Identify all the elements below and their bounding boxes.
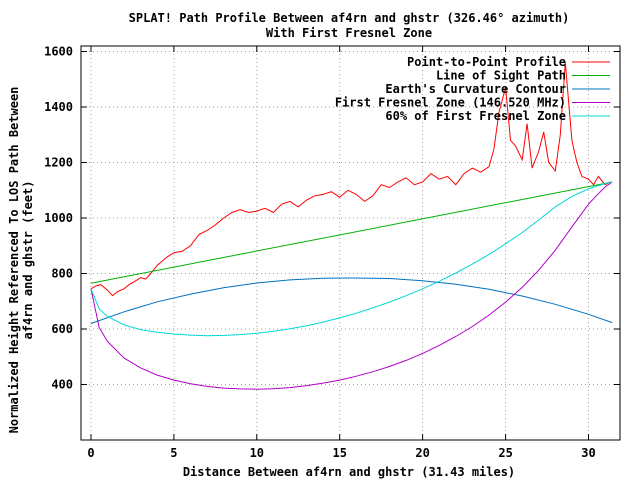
chart-title-line2: With First Fresnel Zone — [266, 26, 432, 40]
plot-frame — [80, 45, 621, 441]
x-tick-label: 15 — [332, 446, 346, 460]
y-tick-label: 1400 — [44, 100, 73, 114]
legend-label-5: 60% of First Fresnel Zone — [385, 109, 566, 123]
x-tick-label: 20 — [415, 446, 429, 460]
y-tick-label: 1200 — [44, 156, 73, 170]
x-tick-label: 10 — [250, 446, 264, 460]
y-tick-label: 800 — [51, 267, 73, 281]
x-tick-label: 0 — [87, 446, 94, 460]
x-tick-label: 5 — [170, 446, 177, 460]
legend-label-4: First Fresnel Zone (146.520 MHz) — [335, 96, 566, 110]
y-tick-label: 1600 — [44, 45, 73, 59]
x-tick-label: 25 — [498, 446, 512, 460]
series-layer — [90, 62, 613, 390]
y-tick-label: 400 — [51, 378, 73, 392]
grid — [81, 46, 620, 440]
x-axis-label: Distance Between af4rn and ghstr (31.43 … — [183, 465, 515, 479]
axis-ticks: 0 5 10 15 20 25 30 400 600 800 1000 1200 1400 1600 — [44, 45, 620, 460]
y-axis-label-line1: Normalized Height Referenced To LOS Path… — [7, 87, 21, 434]
chart-title-line1: SPLAT! Path Profile Between af4rn and gh… — [129, 11, 570, 25]
legend-label-3: Earth's Curvature Contour — [385, 82, 566, 96]
y-tick-label: 1000 — [44, 211, 73, 225]
series-line-3 — [90, 277, 613, 324]
series-line-2 — [90, 181, 613, 284]
y-axis-label-line2: af4rn and ghstr (feet) — [21, 181, 35, 340]
series-line-1 — [90, 62, 611, 297]
x-tick-label: 30 — [581, 446, 595, 460]
series-line-5 — [90, 181, 613, 337]
legend-label-2: Line of Sight Path — [436, 69, 566, 83]
series-line-4 — [90, 181, 613, 390]
y-tick-label: 600 — [51, 322, 73, 336]
legend-label-1: Point-to-Point Profile — [407, 55, 566, 69]
